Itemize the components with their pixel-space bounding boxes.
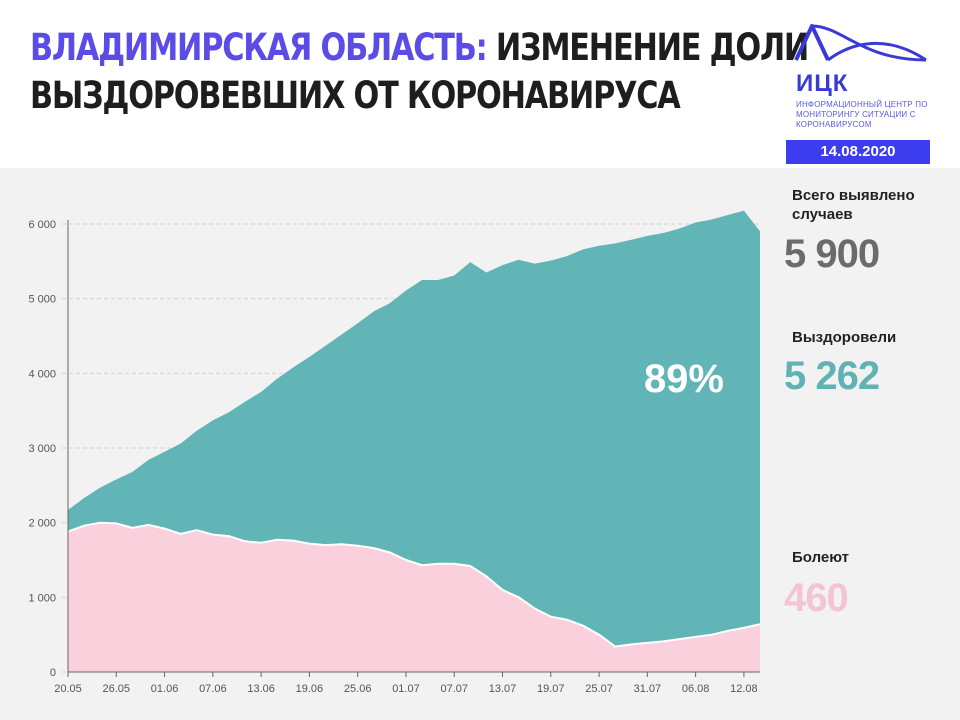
x-tick-label: 12.08 [730, 683, 758, 695]
header: ВЛАДИМИРСКАЯ ОБЛАСТЬ: ИЗМЕНЕНИЕ ДОЛИ ВЫЗД… [0, 0, 960, 168]
sick-label: Болеют [792, 549, 850, 566]
series-boundary-line [67, 521, 761, 648]
area-chart: 0 1 000 2 000 3 000 4 000 5 000 6 000 20.05 26.0… [28, 210, 761, 695]
date-badge: 14.08.2020 [786, 140, 930, 164]
y-tick-label: 4 000 [28, 368, 56, 380]
logo-name: ИЦК [796, 70, 849, 97]
total-label: Всего выявлено случаев [792, 187, 915, 223]
title-line2: ВЫЗДОРОВЕВШИХ ОТ КОРОНАВИРУСА [30, 74, 681, 117]
x-tick-label: 25.07 [585, 683, 613, 695]
logo-mountain-icon [794, 24, 927, 62]
y-tick-label: 1 000 [28, 592, 56, 604]
series-recovered-area [68, 210, 760, 647]
x-tick-label: 25.06 [344, 683, 372, 695]
x-tick-label: 26.05 [103, 683, 131, 695]
logo-subtitle: ИНФОРМАЦИОННЫЙ ЦЕНТР ПО МОНИТОРИНГУ СИТУ… [796, 100, 928, 129]
logo: ИЦК ИНФОРМАЦИОННЫЙ ЦЕНТР ПО МОНИТОРИНГУ … [792, 22, 942, 129]
total-value: 5 900 [784, 232, 880, 276]
x-tick-label: 06.08 [682, 683, 710, 695]
x-tick-label: 07.07 [440, 683, 468, 695]
title-region: ВЛАДИМИРСКАЯ ОБЛАСТЬ: [30, 26, 488, 69]
page-title: ВЛАДИМИРСКАЯ ОБЛАСТЬ: ИЗМЕНЕНИЕ ДОЛИ ВЫЗД… [30, 24, 809, 120]
x-tick-label: 13.07 [489, 683, 517, 695]
series-sick-area [68, 522, 760, 672]
y-tick-label: 2 000 [28, 518, 56, 530]
y-tick-label: 5 000 [28, 294, 56, 306]
x-tick-label: 31.07 [634, 683, 662, 695]
chart-panel: 0 1 000 2 000 3 000 4 000 5 000 6 000 20.05 26.0… [0, 168, 960, 720]
x-tick-label: 07.06 [199, 683, 227, 695]
x-tick-label: 20.05 [54, 683, 82, 695]
x-tick-label: 19.07 [537, 683, 565, 695]
x-tick-label: 01.06 [151, 683, 179, 695]
x-tick-label: 19.06 [296, 683, 324, 695]
y-tick-label: 0 [50, 667, 56, 679]
sick-value: 460 [784, 576, 849, 620]
y-tick-label: 6 000 [28, 219, 56, 231]
recovered-label: Выздоровели [792, 329, 897, 346]
x-tick-label: 01.07 [392, 683, 420, 695]
y-tick-label: 3 000 [28, 443, 56, 455]
recovered-value: 5 262 [784, 354, 880, 398]
x-tick-label: 13.06 [247, 683, 275, 695]
share-annotation: 89% [644, 357, 724, 401]
title-rest: ИЗМЕНЕНИЕ ДОЛИ [486, 26, 809, 69]
